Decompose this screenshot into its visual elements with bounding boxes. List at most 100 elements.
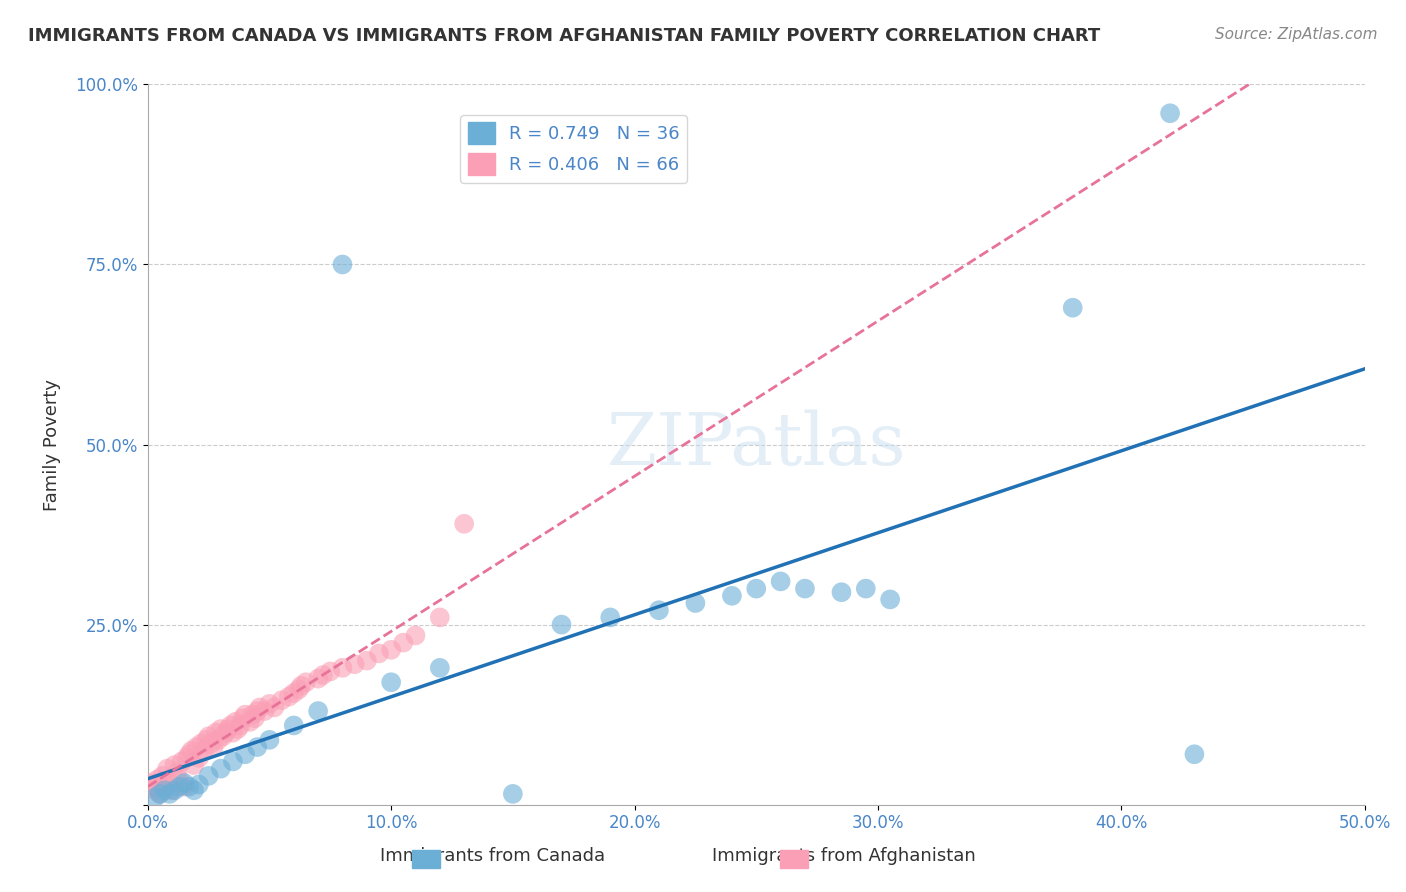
Point xyxy=(153,783,176,797)
Point xyxy=(179,780,201,794)
Text: Source: ZipAtlas.com: Source: ZipAtlas.com xyxy=(1215,27,1378,42)
Point xyxy=(226,722,249,736)
Point xyxy=(197,729,219,743)
Point xyxy=(163,758,186,772)
Point xyxy=(243,711,266,725)
Point xyxy=(429,661,451,675)
Text: Immigrants from Canada: Immigrants from Canada xyxy=(380,847,605,865)
Point xyxy=(1159,106,1181,120)
Point xyxy=(246,704,269,718)
Point xyxy=(290,679,312,693)
Point xyxy=(745,582,768,596)
Point xyxy=(202,740,225,755)
Point xyxy=(159,787,181,801)
Point xyxy=(207,732,229,747)
Point xyxy=(239,714,262,729)
Point xyxy=(277,690,299,704)
Text: ZIPatlas: ZIPatlas xyxy=(606,409,905,480)
Point xyxy=(233,707,256,722)
Point xyxy=(214,725,236,739)
Point xyxy=(830,585,852,599)
Point xyxy=(173,780,195,794)
Point xyxy=(219,718,242,732)
Point xyxy=(187,751,209,765)
Point xyxy=(143,790,166,805)
Point xyxy=(197,769,219,783)
Point xyxy=(648,603,671,617)
Point xyxy=(380,643,402,657)
Point xyxy=(249,700,271,714)
Point xyxy=(170,755,193,769)
Text: IMMIGRANTS FROM CANADA VS IMMIGRANTS FROM AFGHANISTAN FAMILY POVERTY CORRELATION: IMMIGRANTS FROM CANADA VS IMMIGRANTS FRO… xyxy=(28,27,1101,45)
Point xyxy=(217,722,239,736)
Point xyxy=(159,776,181,790)
Point xyxy=(312,668,335,682)
Point xyxy=(149,787,172,801)
Point xyxy=(173,776,195,790)
Point xyxy=(283,718,305,732)
Point xyxy=(1062,301,1084,315)
Point xyxy=(794,582,817,596)
Legend: R = 0.749   N = 36, R = 0.406   N = 66: R = 0.749 N = 36, R = 0.406 N = 66 xyxy=(460,115,688,183)
Point xyxy=(187,777,209,791)
Point xyxy=(209,722,232,736)
Point xyxy=(229,718,252,732)
Point xyxy=(380,675,402,690)
Point xyxy=(242,707,264,722)
Point xyxy=(233,747,256,762)
Point xyxy=(163,783,186,797)
Text: Immigrants from Afghanistan: Immigrants from Afghanistan xyxy=(711,847,976,865)
Point xyxy=(685,596,707,610)
Point xyxy=(368,647,391,661)
Y-axis label: Family Poverty: Family Poverty xyxy=(44,378,60,510)
Point xyxy=(143,783,166,797)
Point xyxy=(142,780,165,794)
Point xyxy=(599,610,621,624)
Point xyxy=(224,714,246,729)
Point xyxy=(392,635,415,649)
Point xyxy=(139,776,162,790)
Point xyxy=(263,700,285,714)
Point xyxy=(222,755,245,769)
Point xyxy=(879,592,901,607)
Point xyxy=(550,617,572,632)
Point xyxy=(153,780,176,794)
Point xyxy=(343,657,366,672)
Point xyxy=(259,697,281,711)
Point xyxy=(200,736,222,750)
Point xyxy=(169,780,191,794)
Point xyxy=(246,740,269,755)
Point xyxy=(222,725,245,739)
Point xyxy=(307,704,329,718)
Point xyxy=(193,744,215,758)
Point xyxy=(287,682,309,697)
Point xyxy=(183,758,205,772)
Point xyxy=(156,762,179,776)
Point xyxy=(160,783,183,797)
Point xyxy=(453,516,475,531)
Point xyxy=(150,769,173,783)
Point xyxy=(205,725,228,739)
Point xyxy=(332,661,354,675)
Point xyxy=(149,787,172,801)
Point xyxy=(176,751,198,765)
Point xyxy=(169,772,191,787)
Point xyxy=(405,628,427,642)
Point xyxy=(429,610,451,624)
Point xyxy=(769,574,792,589)
Point xyxy=(259,732,281,747)
Point xyxy=(270,693,292,707)
Point xyxy=(332,258,354,272)
Point xyxy=(253,704,276,718)
Point xyxy=(232,711,254,725)
Point xyxy=(855,582,877,596)
Point xyxy=(295,675,318,690)
Point xyxy=(319,665,342,679)
Point xyxy=(183,783,205,797)
Point xyxy=(212,729,235,743)
Point xyxy=(721,589,744,603)
Point xyxy=(1184,747,1206,762)
Point xyxy=(356,654,378,668)
Point xyxy=(179,747,201,762)
Point xyxy=(307,672,329,686)
